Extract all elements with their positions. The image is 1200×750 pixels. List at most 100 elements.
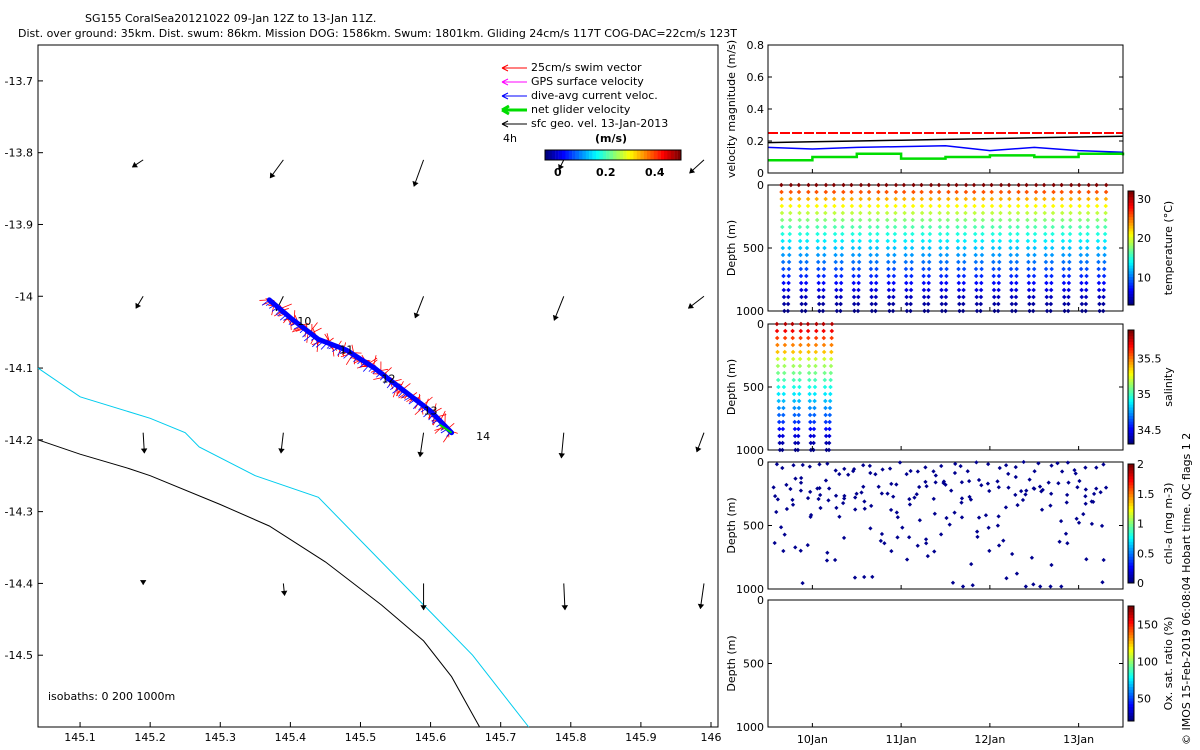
temperature-point (1008, 238, 1013, 244)
temperature-point (874, 266, 879, 272)
temperature-point (963, 203, 968, 209)
temperature-point (815, 231, 820, 237)
temperature-point (973, 259, 979, 265)
temperature-point (920, 224, 925, 230)
chla-point (868, 526, 873, 531)
temperature-point (1007, 196, 1012, 202)
salinity-point (775, 377, 781, 383)
temperature-point (851, 287, 857, 293)
chla-point (997, 465, 1002, 471)
temperature-colorbar-cell (1128, 262, 1134, 266)
temperature-point (833, 259, 838, 265)
salinity-point (823, 433, 829, 439)
chla-point (914, 492, 919, 497)
oxygen-colorbar-cell (1128, 620, 1134, 624)
chla-point (859, 490, 864, 495)
salinity-point (775, 356, 780, 362)
temperature-point (1015, 210, 1021, 216)
salinity-point (824, 447, 829, 453)
temperature-point (798, 266, 804, 272)
temperature-point (972, 224, 978, 230)
temperature-point (1049, 280, 1054, 286)
temperature-point (1043, 273, 1049, 279)
salinity-point (780, 426, 786, 432)
salinity-point (782, 342, 788, 348)
temperature-point (904, 301, 910, 307)
chla-point (889, 481, 894, 486)
temperature-point (821, 287, 826, 293)
temperature-point (908, 294, 914, 300)
temperature-point (834, 301, 839, 307)
chla-point (949, 488, 954, 493)
temperature-point (850, 245, 856, 251)
temperature-point (1102, 231, 1108, 237)
chla-point (952, 470, 958, 476)
chla-point (983, 513, 989, 518)
temperature-point (1006, 189, 1012, 195)
temperature-point (804, 266, 809, 272)
salinity-point (812, 391, 818, 397)
legend-colorbar-cell (545, 150, 549, 160)
temperature-point (873, 287, 879, 293)
chla-point (925, 554, 930, 559)
temperature-point (1044, 308, 1050, 314)
temperature-colorbar-cell (1128, 276, 1134, 280)
temperature-point (946, 189, 951, 195)
chla-point (1023, 584, 1028, 589)
temperature-point (902, 231, 908, 237)
legend-colorbar-cell (579, 150, 583, 160)
legend-colorbar-cell (589, 150, 593, 160)
legend-colorbar-cell (613, 150, 617, 160)
temperature-point (904, 280, 909, 286)
temperature-colorbar-cell (1128, 248, 1134, 252)
temperature-point (997, 259, 1002, 265)
temperature-point (928, 189, 934, 195)
chla-point (852, 575, 858, 580)
temperature-point (1043, 266, 1049, 272)
temperature-point (856, 273, 862, 279)
temperature-point (939, 280, 944, 286)
dac-vector (339, 349, 347, 355)
chla-colorbar-cell (1128, 544, 1134, 548)
temperature-point (834, 294, 839, 300)
chla-colorbar-cell (1128, 574, 1134, 578)
temperature-point (856, 266, 862, 272)
temperature-point (892, 217, 898, 223)
temperature-point (954, 210, 960, 216)
salinity-point (821, 335, 827, 341)
temperature-point (781, 294, 787, 300)
chla-point (959, 515, 965, 520)
temperature-point (946, 182, 951, 188)
salinity-point (811, 419, 817, 425)
salinity-point (775, 363, 781, 369)
temperature-point (822, 217, 828, 223)
temperature-point (997, 238, 1003, 244)
temperature-point (962, 238, 968, 244)
dac-vector (404, 396, 412, 401)
salinity-point (792, 440, 798, 446)
salinity-point (777, 426, 782, 432)
temperature-point (974, 287, 979, 293)
chla-point (868, 470, 873, 476)
salinity-point (795, 440, 801, 446)
chla-point (895, 515, 900, 520)
oxygen-colorbar-cell (1128, 715, 1134, 719)
temperature-point (1007, 231, 1013, 237)
temperature-point (928, 196, 933, 202)
temperature-point (991, 280, 997, 286)
temperature-point (911, 189, 916, 195)
temperature-point (1068, 203, 1073, 209)
chla-point (953, 461, 958, 466)
salinity-point (798, 328, 804, 334)
temperature-point (868, 245, 873, 251)
temperature-point (856, 287, 861, 293)
temperature-point (973, 252, 978, 258)
salinity-colorbar-cell (1128, 341, 1134, 345)
chla-point (1064, 500, 1069, 505)
temperature-point (1049, 245, 1055, 251)
chla-point (965, 469, 970, 474)
sfc-vector-head (412, 180, 419, 187)
temperature-point (822, 238, 827, 244)
temperature-point (1061, 259, 1066, 265)
